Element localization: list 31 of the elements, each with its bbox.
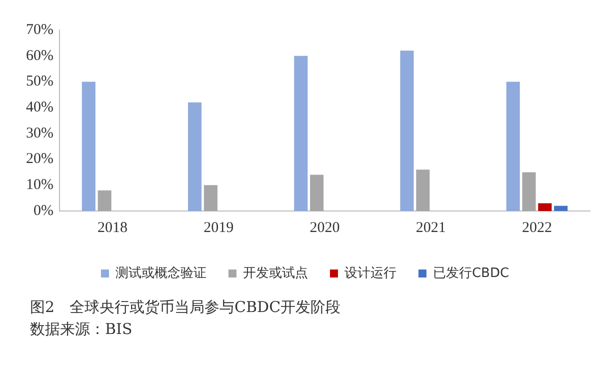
bar xyxy=(294,56,308,211)
text: 图2 全球央行或货币当局参与CBDC开发阶段 xyxy=(30,297,341,318)
x-tick-label: 2021 xyxy=(416,220,446,236)
bar xyxy=(522,172,536,211)
y-tick-label: 40% xyxy=(26,100,54,116)
y-tick-label: 0% xyxy=(33,202,54,219)
x-tick-label: 2019 xyxy=(204,220,234,236)
legend-label: 设计运行 xyxy=(344,266,396,281)
source-note: 数据来源：BIS xyxy=(30,319,134,340)
y-tick-label: 20% xyxy=(26,151,54,168)
y-tick-label: 60% xyxy=(26,48,54,64)
x-tick-label: 2020 xyxy=(310,220,340,236)
bar xyxy=(506,82,520,211)
bar xyxy=(204,185,218,211)
bar xyxy=(82,82,96,211)
legend-label: 测试或概念验证 xyxy=(115,266,206,281)
bar xyxy=(188,102,202,211)
bar xyxy=(400,50,414,211)
y-tick-label: 30% xyxy=(26,125,54,142)
legend-label: 开发或试点 xyxy=(242,266,308,281)
x-tick-label: 2022 xyxy=(522,220,552,236)
legend-label: 已发行CBDC xyxy=(432,266,510,281)
bar xyxy=(98,190,112,211)
bar xyxy=(538,203,552,211)
bar xyxy=(416,170,430,211)
y-tick-label: 70% xyxy=(26,22,54,38)
bar xyxy=(554,206,568,211)
y-tick-label: 10% xyxy=(26,177,54,194)
y-tick-label: 50% xyxy=(26,74,54,90)
bar xyxy=(310,174,324,211)
x-tick-label: 2018 xyxy=(98,220,128,236)
